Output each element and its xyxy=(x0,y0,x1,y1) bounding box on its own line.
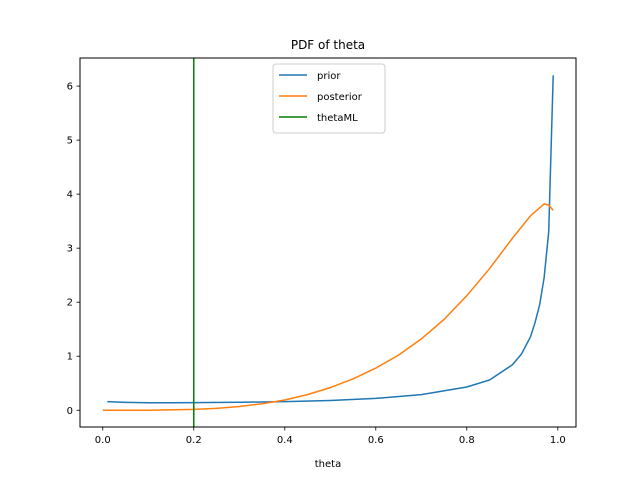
x-tick-label: 0.8 xyxy=(459,435,475,446)
y-tick-label: 1 xyxy=(67,352,73,363)
x-tick-label: 0.4 xyxy=(277,435,293,446)
y-tick-label: 2 xyxy=(67,298,73,309)
x-tick-label: 0.0 xyxy=(95,435,111,446)
series-lines xyxy=(102,58,554,427)
legend-label-prior: prior xyxy=(317,71,341,82)
legend: prior posterior thetaML xyxy=(272,63,386,134)
chart-title: PDF of theta xyxy=(291,38,365,52)
x-axis-label: theta xyxy=(315,459,341,470)
legend-label-thetaML: thetaML xyxy=(317,113,358,124)
y-tick-label: 4 xyxy=(67,190,73,201)
legend-label-posterior: posterior xyxy=(317,92,363,103)
plot-frame xyxy=(79,57,577,428)
y-tick-label: 0 xyxy=(67,406,73,417)
y-tick-label: 3 xyxy=(67,244,73,255)
y-tick-label: 5 xyxy=(67,136,73,147)
y-axis-ticks: 0 1 2 3 4 5 6 xyxy=(67,82,80,417)
legend-box xyxy=(272,63,386,134)
x-tick-label: 1.0 xyxy=(550,435,566,446)
series-line-prior xyxy=(107,75,554,404)
x-axis-ticks: 0.0 0.2 0.4 0.6 0.8 1.0 xyxy=(95,427,566,446)
x-tick-label: 0.6 xyxy=(368,435,384,446)
x-tick-label: 0.2 xyxy=(186,435,202,446)
y-tick-label: 6 xyxy=(67,82,73,93)
series-line-posterior xyxy=(102,203,554,412)
